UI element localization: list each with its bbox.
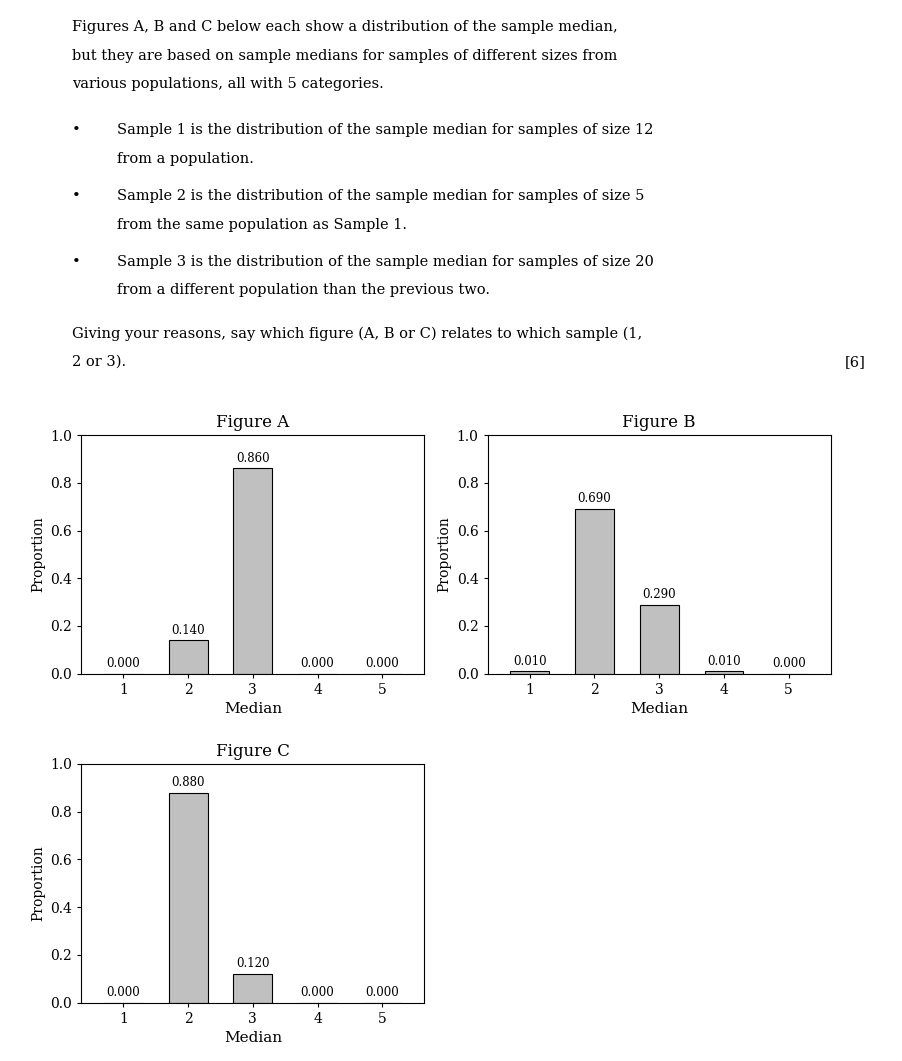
- Y-axis label: Proportion: Proportion: [437, 517, 451, 592]
- Y-axis label: Proportion: Proportion: [31, 846, 45, 921]
- Text: Sample 1 is the distribution of the sample median for samples of size 12: Sample 1 is the distribution of the samp…: [117, 123, 653, 137]
- Text: 2 or 3).: 2 or 3).: [72, 355, 126, 369]
- Text: 0.010: 0.010: [512, 655, 546, 667]
- Bar: [233, 469, 272, 674]
- Text: from a population.: from a population.: [117, 152, 254, 166]
- Text: 0.140: 0.140: [171, 624, 205, 637]
- X-axis label: Median: Median: [224, 1031, 281, 1045]
- Text: 0.120: 0.120: [235, 957, 270, 971]
- Y-axis label: Proportion: Proportion: [31, 517, 45, 592]
- Text: 0.000: 0.000: [300, 986, 334, 999]
- Text: 0.290: 0.290: [641, 588, 676, 601]
- Text: 0.000: 0.000: [300, 657, 334, 671]
- Text: •: •: [72, 123, 81, 137]
- Bar: [169, 640, 207, 674]
- Bar: [510, 672, 548, 674]
- Text: 0.010: 0.010: [706, 655, 740, 667]
- Bar: [575, 509, 613, 674]
- Text: Sample 2 is the distribution of the sample median for samples of size 5: Sample 2 is the distribution of the samp…: [117, 189, 644, 203]
- Text: from the same population as Sample 1.: from the same population as Sample 1.: [117, 218, 407, 231]
- Title: Figure B: Figure B: [621, 414, 695, 431]
- Text: 0.000: 0.000: [365, 986, 399, 999]
- Text: Sample 3 is the distribution of the sample median for samples of size 20: Sample 3 is the distribution of the samp…: [117, 255, 654, 268]
- Text: •: •: [72, 189, 81, 203]
- Text: •: •: [72, 255, 81, 268]
- Bar: [704, 672, 742, 674]
- Text: 0.000: 0.000: [106, 657, 140, 671]
- Text: Figures A, B and C below each show a distribution of the sample median,: Figures A, B and C below each show a dis…: [72, 20, 617, 34]
- Text: 0.000: 0.000: [771, 657, 805, 671]
- Text: 0.860: 0.860: [235, 452, 270, 465]
- Bar: [169, 793, 207, 1003]
- Title: Figure A: Figure A: [216, 414, 290, 431]
- Text: 0.690: 0.690: [577, 492, 611, 505]
- Text: from a different population than the previous two.: from a different population than the pre…: [117, 283, 490, 297]
- Text: 0.000: 0.000: [106, 986, 140, 999]
- Text: 0.880: 0.880: [171, 776, 205, 789]
- X-axis label: Median: Median: [630, 702, 687, 716]
- Bar: [639, 605, 678, 674]
- X-axis label: Median: Median: [224, 702, 281, 716]
- Text: but they are based on sample medians for samples of different sizes from: but they are based on sample medians for…: [72, 49, 617, 63]
- Title: Figure C: Figure C: [216, 743, 290, 760]
- Text: various populations, all with 5 categories.: various populations, all with 5 categori…: [72, 77, 383, 91]
- Bar: [233, 974, 272, 1003]
- Text: Giving your reasons, say which figure (A, B or C) relates to which sample (1,: Giving your reasons, say which figure (A…: [72, 327, 642, 341]
- Text: 0.000: 0.000: [365, 657, 399, 671]
- Text: [6]: [6]: [843, 355, 864, 369]
